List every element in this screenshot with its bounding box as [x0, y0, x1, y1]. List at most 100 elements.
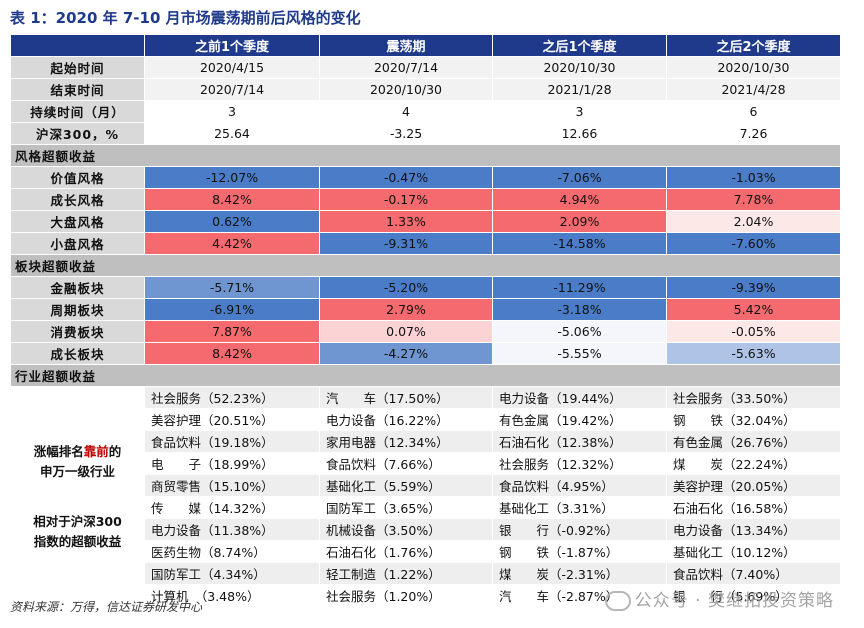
info-cell: 4 [319, 100, 493, 123]
wechat-icon [604, 591, 631, 611]
value-cell: 2.79% [319, 298, 493, 321]
style-row: 大盘风格 0.62% 1.33% 2.09% 2.04% [10, 210, 841, 233]
industry-row: 传 媒（14.32%） 国防军工（3.65%） 基础化工（3.31%） 石油石化（16… [11, 496, 841, 519]
value-cell: 2.04% [666, 210, 841, 233]
value-cell: 8.42% [144, 188, 320, 211]
industry-label-text: 涨幅排名 [33, 443, 84, 459]
industry-cell: 电 子（18.99%） [144, 452, 320, 475]
info-cell: 12.66 [492, 122, 667, 145]
watermark-text: 公众号 · 樊继拓投资策略 [634, 591, 834, 611]
industry-cell: 电力设备（19.44%） [492, 386, 667, 409]
row-label: 结束时间 [10, 78, 145, 101]
value-cell: -5.20% [319, 276, 493, 299]
industry-cell: 社会服务（1.20%） [319, 584, 493, 607]
industry-cell: 美容护理（20.05%） [666, 474, 841, 497]
row-label: 沪深300，% [10, 122, 145, 145]
section-title: 行业超额收益 [10, 364, 841, 387]
value-cell: 1.33% [319, 210, 493, 233]
industry-cell: 有色金属（19.42%） [492, 408, 667, 431]
row-label: 起始时间 [10, 56, 145, 79]
table-title: 表 1：2020 年 7-10 月市场震荡期前后风格的变化 [10, 9, 361, 27]
industry-cell: 钢 铁（-1.87%） [492, 540, 667, 563]
row-label: 成长板块 [10, 342, 145, 365]
source-note: 资料来源：万得，信达证券研发中心 [10, 600, 203, 614]
info-cell: 3 [492, 100, 667, 123]
industry-cell: 基础化工（3.31%） [492, 496, 667, 519]
section-title: 风格超额收益 [10, 144, 841, 167]
info-cell: 2020/10/30 [666, 56, 841, 79]
watermark: 公众号 · 樊继拓投资策略 [604, 586, 834, 611]
info-row: 结束时间 2020/7/14 2020/10/30 2021/1/28 2021… [10, 78, 841, 101]
industry-cell: 商贸零售（15.10%） [144, 474, 320, 497]
row-label: 价值风格 [10, 166, 145, 189]
industry-label-text: 相对于沪深300 [33, 513, 122, 529]
sector-row: 成长板块 8.42% -4.27% -5.55% -5.63% [10, 342, 841, 365]
info-cell: -3.25 [319, 122, 493, 145]
industry-cell: 有色金属（26.76%） [666, 430, 841, 453]
value-cell: 5.42% [666, 298, 841, 321]
info-cell: 2021/1/28 [492, 78, 667, 101]
industry-cell: 家用电器（12.34%） [319, 430, 493, 453]
industry-row: 医药生物（8.74%） 石油石化（1.76%）钢 铁（-1.87%） 基础化工（10… [11, 540, 841, 563]
value-cell: 4.42% [144, 232, 320, 255]
section-title: 板块超额收益 [10, 254, 841, 277]
info-cell: 25.64 [144, 122, 320, 145]
row-label: 持续时间（月） [10, 100, 145, 123]
industry-cell: 食品饮料（19.18%） [144, 430, 320, 453]
value-cell: -5.71% [144, 276, 320, 299]
section-row-style: 风格超额收益 [10, 144, 841, 167]
row-label: 成长风格 [10, 188, 145, 211]
value-cell: -6.91% [144, 298, 320, 321]
value-cell: -5.06% [492, 320, 667, 343]
value-cell: -3.18% [492, 298, 667, 321]
value-cell: -7.06% [492, 166, 667, 189]
sector-row: 金融板块 -5.71% -5.20% -11.29% -9.39% [10, 276, 841, 299]
industry-row: 电力设备（11.38%） 机械设备（3.50%）银 行（-0.92%） 电力设备（1… [11, 518, 841, 541]
info-cell: 2021/4/28 [666, 78, 841, 101]
info-cell: 2020/10/30 [492, 56, 667, 79]
industry-cell: 石油石化（16.58%） [666, 496, 841, 519]
value-cell: -0.05% [666, 320, 841, 343]
industry-cell: 计算机 （3.48%） [144, 584, 320, 607]
industry-cell: 轻工制造（1.22%） [319, 562, 493, 585]
value-cell: 7.87% [144, 320, 320, 343]
industry-row: 国防军工（4.34%） 轻工制造（1.22%）煤 炭（-2.31%） 食品饮料（7.… [11, 562, 841, 585]
info-cell: 2020/4/15 [144, 56, 320, 79]
value-cell: -5.63% [666, 342, 841, 365]
industry-row: 美容护理（20.51%） 电力设备（16.22%） 有色金属（19.42%）钢 铁（… [11, 408, 841, 431]
industry-cell: 电力设备（11.38%） [144, 518, 320, 541]
row-label: 金融板块 [10, 276, 145, 299]
value-cell: -9.39% [666, 276, 841, 299]
row-label: 消费板块 [10, 320, 145, 343]
sector-row: 周期板块 -6.91% 2.79% -3.18% 5.42% [10, 298, 841, 321]
industry-label-text: 指数的超额收益 [33, 533, 122, 549]
industry-cell: 社会服务（12.32%） [492, 452, 667, 475]
value-cell: 0.07% [319, 320, 493, 343]
value-cell: 2.09% [492, 210, 667, 233]
value-cell: 7.78% [666, 188, 841, 211]
info-row: 沪深300，% 25.64 -3.25 12.66 7.26 [10, 122, 841, 145]
value-cell: 4.94% [492, 188, 667, 211]
row-label: 小盘风格 [10, 232, 145, 255]
industry-cell: 银 行（5.69%） [666, 584, 841, 607]
section-row-sector: 板块超额收益 [10, 254, 841, 277]
industry-cell: 社会服务（52.23%） [144, 386, 320, 409]
industry-cell: 机械设备（3.50%） [319, 518, 493, 541]
corner-cell [10, 34, 145, 57]
industry-row: 商贸零售（15.10%） 基础化工（5.59%） 食品饮料（4.95%） 美容护理（2… [11, 474, 841, 497]
value-cell: -9.31% [319, 232, 493, 255]
info-cell: 3 [144, 100, 320, 123]
header-row: 之前1个季度 震荡期 之后1个季度 之后2个季度 [10, 34, 841, 57]
industry-label-text: 靠前 [83, 443, 109, 459]
style-row: 价值风格 -12.07% -0.47% -7.06% -1.03% [10, 166, 841, 189]
industry-cell: 食品饮料（7.66%） [319, 452, 493, 475]
col-header: 震荡期 [319, 34, 493, 57]
style-row: 成长风格 8.42% -0.17% 4.94% 7.78% [10, 188, 841, 211]
col-header: 之后1个季度 [492, 34, 667, 57]
industry-cell: 基础化工（10.12%） [666, 540, 841, 563]
style-row: 小盘风格 4.42% -9.31% -14.58% -7.60% [10, 232, 841, 255]
industry-row: 涨幅排名靠前的 申万一级行业 相对于沪深300 指数的超额收益 社会服务（52.23%）… [10, 386, 841, 607]
industry-cell: 食品饮料（4.95%） [492, 474, 667, 497]
industry-label: 涨幅排名靠前的 申万一级行业 相对于沪深300 指数的超额收益 [10, 386, 145, 607]
industry-cell: 美容护理（20.51%） [144, 408, 320, 431]
